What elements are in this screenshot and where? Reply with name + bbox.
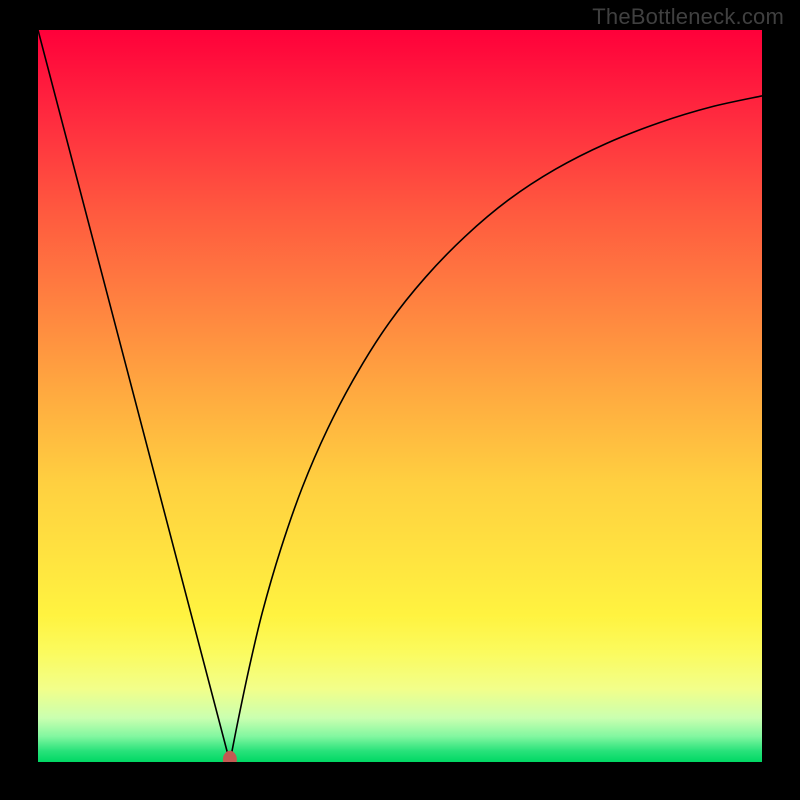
attribution-text: TheBottleneck.com <box>592 4 784 30</box>
chart-curve-layer <box>38 30 762 762</box>
chart-plot-area <box>38 30 762 762</box>
minimum-marker <box>223 751 237 762</box>
bottleneck-curve <box>38 30 762 762</box>
